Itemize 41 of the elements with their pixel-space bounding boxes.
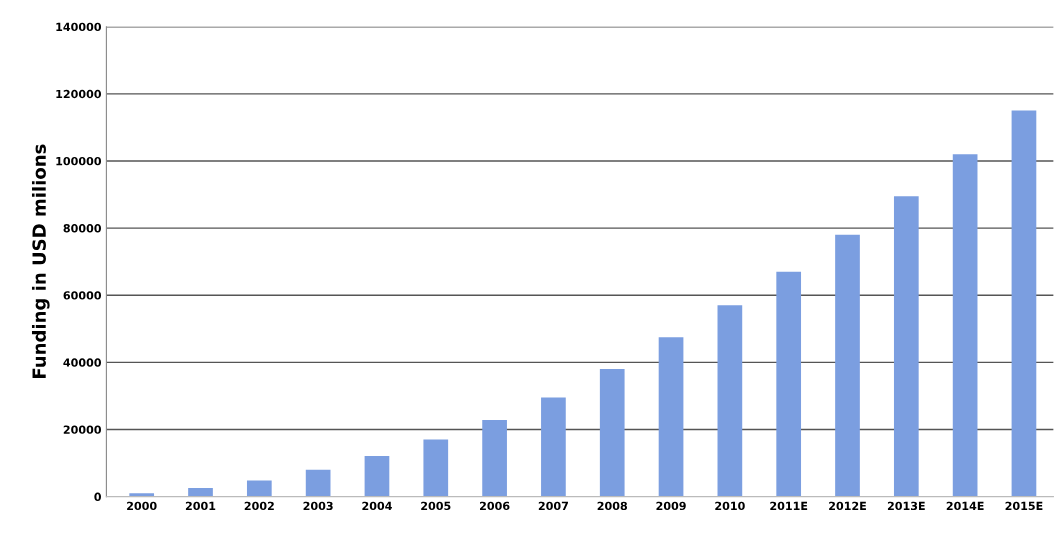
x-tick-label: 2004	[362, 501, 392, 511]
bar	[305, 469, 331, 497]
bar	[776, 271, 802, 497]
bar	[599, 369, 625, 497]
x-tick-label: 2010	[715, 501, 745, 511]
bar	[246, 480, 272, 497]
x-tick-label: 2006	[480, 501, 510, 511]
bar	[364, 456, 390, 497]
x-tick-label: 2000	[127, 501, 157, 511]
x-tick-label: 2003	[303, 501, 333, 511]
x-tick-label: 2001	[185, 501, 216, 511]
bar	[482, 420, 507, 497]
y-axis-title: Funding in USD milions	[31, 144, 50, 378]
y-tick-label: 0	[94, 492, 102, 501]
bar	[1011, 110, 1037, 497]
x-tick-label: 2011E	[770, 501, 808, 511]
y-tick-label: 100000	[56, 156, 102, 166]
y-tick-label: 140000	[56, 22, 102, 32]
bar	[188, 487, 213, 497]
y-tick-label: 120000	[56, 89, 102, 99]
bar	[717, 305, 743, 497]
bar	[893, 196, 919, 497]
y-tick-label: 80000	[63, 224, 102, 233]
x-tick-label: 2012E	[829, 501, 866, 511]
x-tick-label: 2002	[244, 501, 274, 511]
bar	[658, 337, 684, 497]
bar	[541, 397, 566, 497]
y-tick-label: 60000	[63, 291, 102, 300]
y-tick-label: 40000	[63, 358, 102, 367]
y-tick-label: 20000	[63, 425, 102, 434]
x-tick-label: 2005	[421, 501, 451, 511]
x-tick-label: 2009	[656, 501, 686, 511]
bar	[952, 154, 978, 497]
x-tick-label: 2007	[538, 501, 568, 511]
bar	[129, 493, 155, 497]
x-tick-label: 2015E	[1005, 501, 1043, 511]
x-tick-label: 2014E	[946, 501, 984, 511]
x-tick-label: 2013E	[887, 501, 925, 511]
bar	[423, 439, 449, 497]
x-tick-label: 2008	[597, 501, 627, 511]
bar	[835, 234, 860, 497]
